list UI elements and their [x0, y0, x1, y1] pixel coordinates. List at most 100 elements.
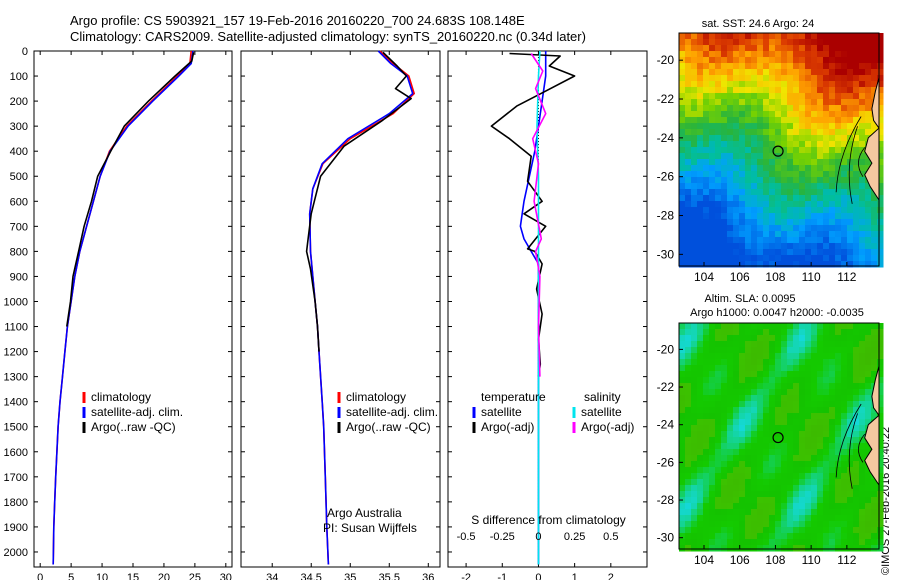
map-cell — [817, 129, 824, 136]
y-tick-label: 300 — [10, 121, 28, 133]
map-cell — [781, 63, 788, 70]
map-cell — [787, 171, 794, 178]
map-cell — [817, 401, 824, 408]
map-cell — [847, 135, 854, 142]
map-cell — [841, 177, 848, 184]
map-cell — [847, 467, 854, 474]
map-cell — [703, 261, 710, 268]
map-cell — [805, 111, 812, 118]
map-cell — [715, 69, 722, 76]
map-cell — [721, 81, 728, 88]
map-cell — [715, 443, 722, 450]
salinity-legend-label: climatology — [346, 390, 406, 404]
map-cell — [823, 81, 830, 88]
map-cell — [817, 261, 824, 268]
map-cell — [823, 153, 830, 160]
map-cell — [859, 347, 866, 354]
map-cell — [805, 69, 812, 76]
map-cell — [805, 249, 812, 256]
map-cell — [709, 323, 716, 330]
map-cell — [811, 533, 818, 540]
map-cell — [691, 213, 698, 220]
map-cell — [703, 515, 710, 522]
map-cell — [751, 147, 758, 154]
map-cell — [829, 497, 836, 504]
map-cell — [709, 425, 716, 432]
map-cell — [823, 51, 830, 58]
map-cell — [697, 329, 704, 336]
map-cell — [793, 485, 800, 492]
map-cell — [835, 413, 842, 420]
map-cell — [799, 539, 806, 546]
map-cell — [853, 401, 860, 408]
map-cell — [841, 225, 848, 232]
map-cell — [721, 153, 728, 160]
map-cell — [793, 99, 800, 106]
map-cell — [727, 147, 734, 154]
map-cell — [859, 153, 866, 160]
map-cell — [859, 147, 866, 154]
map-cell — [757, 437, 764, 444]
map-cell — [787, 147, 794, 154]
map-cell — [733, 395, 740, 402]
map-cell — [745, 509, 752, 516]
map-cell — [811, 165, 818, 172]
map-cell — [859, 171, 866, 178]
map-cell — [727, 437, 734, 444]
map-cell — [829, 225, 836, 232]
map-cell — [679, 261, 686, 268]
map-cell — [781, 57, 788, 64]
map-cell — [877, 515, 884, 522]
map-cell — [751, 255, 758, 262]
map-cell — [775, 479, 782, 486]
map-cell — [817, 545, 824, 552]
map-cell — [781, 165, 788, 172]
map-cell — [805, 371, 812, 378]
map-cell — [691, 449, 698, 456]
map-cell — [751, 419, 758, 426]
map-cell — [745, 63, 752, 70]
map-cell — [841, 401, 848, 408]
map-cell — [787, 449, 794, 456]
map-cell — [691, 485, 698, 492]
map-cell — [847, 479, 854, 486]
map-cell — [835, 135, 842, 142]
map-cell — [697, 117, 704, 124]
map-cell — [841, 75, 848, 82]
map-cell — [805, 485, 812, 492]
map-cell — [799, 135, 806, 142]
map-cell — [721, 341, 728, 348]
map-cell — [679, 341, 686, 348]
map-cell — [679, 449, 686, 456]
map-cell — [811, 93, 818, 100]
map-cell — [877, 225, 884, 232]
map-cell — [769, 467, 776, 474]
map-cell — [763, 117, 770, 124]
salinity-legend-title: salinity — [584, 390, 621, 404]
map-cell — [829, 341, 836, 348]
map-cell — [763, 129, 770, 136]
map-cell — [793, 473, 800, 480]
map-cell — [853, 219, 860, 226]
map-cell — [721, 473, 728, 480]
temperature-line-satellite — [52, 50, 194, 565]
map-cell — [757, 117, 764, 124]
map-cell — [757, 503, 764, 510]
profile-title: Argo profile: CS 5903921_157 19-Feb-2016… — [70, 13, 525, 28]
map-cell — [685, 81, 692, 88]
map-cell — [769, 449, 776, 456]
map-cell — [871, 503, 878, 510]
map-cell — [859, 93, 866, 100]
map-cell — [805, 359, 812, 366]
map-cell — [733, 473, 740, 480]
map-cell — [799, 521, 806, 528]
map-cell — [823, 401, 830, 408]
map-cell — [823, 521, 830, 528]
map-cell — [811, 213, 818, 220]
map-cell — [865, 323, 872, 330]
map-cell — [757, 521, 764, 528]
map-cell — [739, 539, 746, 546]
map-cell — [697, 539, 704, 546]
map-cell — [715, 159, 722, 166]
map-cell — [865, 261, 872, 268]
